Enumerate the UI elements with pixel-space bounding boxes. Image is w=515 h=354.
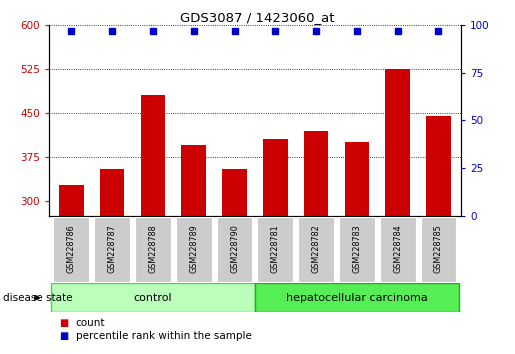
Bar (176, 217, 212, 282)
Text: GSM228783: GSM228783 (352, 224, 362, 273)
Text: GSM228789: GSM228789 (189, 224, 198, 273)
Text: GDS3087 / 1423060_at: GDS3087 / 1423060_at (180, 11, 335, 24)
Text: GSM228784: GSM228784 (393, 224, 402, 273)
Bar (59, 185, 83, 216)
Bar (222, 169, 247, 216)
Text: ■: ■ (59, 331, 68, 341)
Bar (94, 217, 130, 282)
Bar (339, 217, 375, 282)
Bar (135, 217, 171, 282)
Text: GSM228788: GSM228788 (148, 224, 158, 273)
Text: disease state: disease state (3, 293, 72, 303)
Bar (380, 217, 416, 282)
Bar (54, 217, 89, 282)
Bar (51, 283, 255, 312)
Text: GSM228782: GSM228782 (312, 224, 321, 273)
Bar (141, 95, 165, 216)
Bar (181, 145, 206, 216)
Text: GSM228781: GSM228781 (271, 224, 280, 273)
Bar (255, 283, 459, 312)
Text: GSM228787: GSM228787 (108, 224, 117, 273)
Text: ■: ■ (59, 318, 68, 328)
Text: GSM228790: GSM228790 (230, 224, 239, 273)
Bar (298, 217, 334, 282)
Bar (421, 217, 456, 282)
Text: GSM228786: GSM228786 (67, 224, 76, 273)
Bar (304, 131, 329, 216)
Text: hepatocellular carcinoma: hepatocellular carcinoma (286, 293, 428, 303)
Text: GSM228785: GSM228785 (434, 224, 443, 273)
Text: count: count (76, 318, 105, 328)
Text: percentile rank within the sample: percentile rank within the sample (76, 331, 252, 341)
Bar (100, 169, 125, 216)
Bar (263, 139, 287, 216)
Text: control: control (133, 293, 172, 303)
Bar (385, 69, 410, 216)
Bar (258, 217, 293, 282)
Bar (217, 217, 252, 282)
Bar (345, 142, 369, 216)
Bar (426, 116, 451, 216)
